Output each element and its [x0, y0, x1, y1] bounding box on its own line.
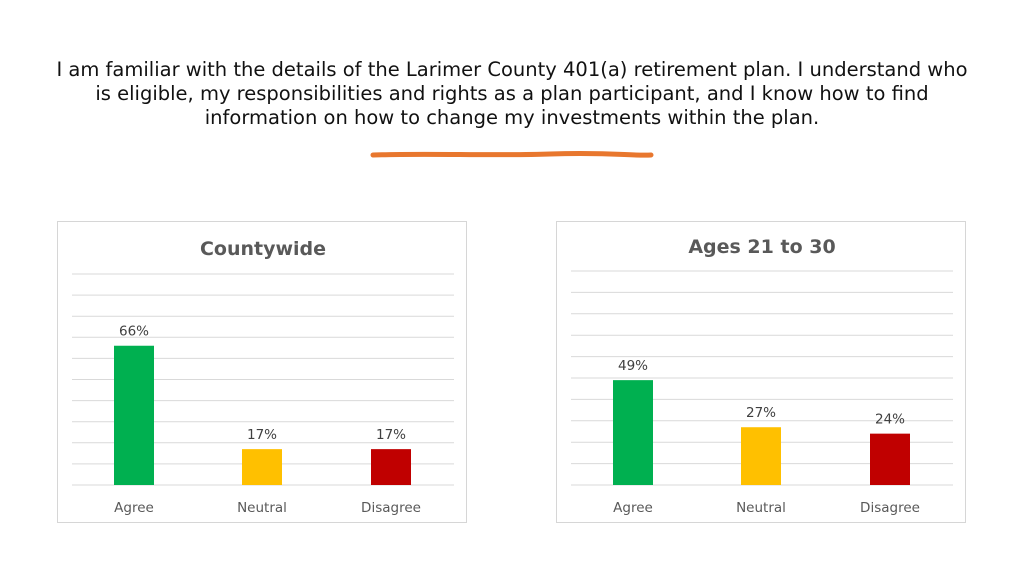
bar-agree [613, 380, 653, 485]
bar-agree [114, 345, 154, 485]
category-label-neutral: Neutral [237, 500, 287, 516]
category-label-disagree: Disagree [361, 500, 421, 516]
category-label-agree: Agree [613, 500, 653, 516]
orange-underline-divider [370, 150, 654, 158]
slide-headline: I am familiar with the details of the La… [56, 58, 968, 129]
data-label-disagree: 17% [376, 427, 406, 443]
category-label-agree: Agree [114, 500, 154, 516]
category-label-disagree: Disagree [860, 500, 920, 516]
chart-title: Countywide [200, 238, 326, 260]
divider-stroke [370, 150, 654, 158]
chart-title: Ages 21 to 30 [688, 236, 835, 258]
category-label-neutral: Neutral [736, 500, 786, 516]
data-label-agree: 66% [119, 324, 149, 340]
bar-neutral [741, 427, 781, 485]
bar-disagree [870, 433, 910, 485]
data-label-neutral: 27% [746, 405, 776, 421]
countywide-bar-chart: Countywide 66% Agree 17% Neutral 17% Disagree [72, 238, 454, 516]
data-label-agree: 49% [618, 358, 648, 374]
ages-21-to-30-bar-chart: Ages 21 to 30 49% Agree 27% Neutral 24% Disagr… [571, 236, 953, 516]
chart-panel-ages-21-to-30: Ages 21 to 30 49% Agree 27% Neutral 24% Disagr… [556, 221, 966, 523]
bar-disagree [371, 449, 411, 485]
chart-panel-countywide: Countywide 66% Agree 17% Neutral 17% Disagree [57, 221, 467, 523]
data-label-neutral: 17% [247, 427, 277, 443]
bar-neutral [242, 449, 282, 485]
data-label-disagree: 24% [875, 412, 905, 428]
